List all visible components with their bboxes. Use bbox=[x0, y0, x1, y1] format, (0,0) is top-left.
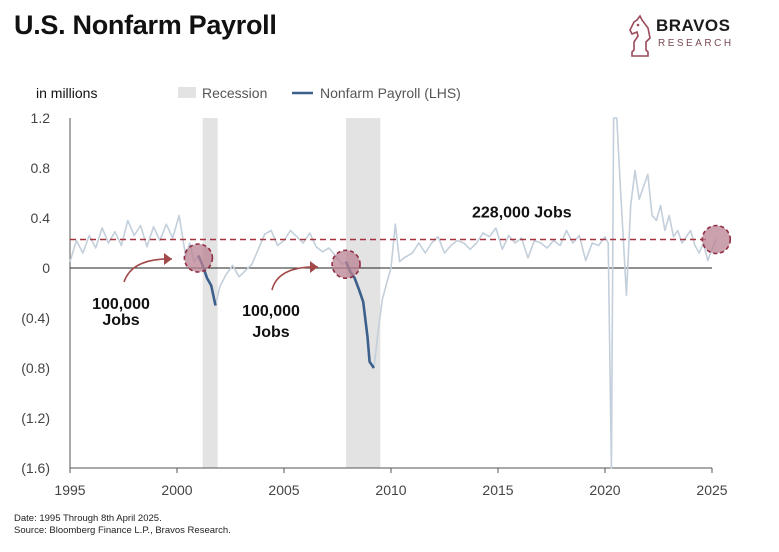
x-tick-label: 2020 bbox=[589, 482, 620, 498]
recession-band-1 bbox=[202, 118, 218, 468]
unit-label: in millions bbox=[36, 85, 97, 101]
footer: Date: 1995 Through 8th April 2025. Sourc… bbox=[14, 513, 231, 537]
knight-chess-piece-icon bbox=[629, 14, 651, 57]
x-tick-label: 2000 bbox=[161, 482, 192, 498]
y-tick-label: 0.4 bbox=[31, 210, 51, 226]
recession-band-2 bbox=[346, 118, 381, 468]
annotation-arrowhead bbox=[164, 253, 172, 265]
highlight-circle-2 bbox=[331, 249, 361, 280]
x-tick-label: 2010 bbox=[375, 482, 406, 498]
x-tick-label: 2025 bbox=[696, 482, 727, 498]
y-tick-label: 1.2 bbox=[31, 110, 51, 126]
annotation-label-line1: 100,000 bbox=[92, 296, 150, 313]
brand-name: BRAVOS bbox=[656, 16, 731, 35]
brand-subtitle: RESEARCH bbox=[658, 38, 734, 49]
x-tick-label: 1995 bbox=[54, 482, 85, 498]
annotation-label-line1: 100,000 bbox=[242, 303, 300, 320]
nonfarm-payroll-chart: in millions Recession Nonfarm Payroll (L… bbox=[21, 85, 732, 498]
chart-title: U.S. Nonfarm Payroll bbox=[14, 10, 277, 40]
source-note: Source: Bloomberg Finance L.P., Bravos R… bbox=[14, 525, 231, 536]
y-tick-label: (0.4) bbox=[21, 310, 50, 326]
legend-recession-swatch bbox=[178, 87, 196, 98]
y-tick-label: (1.6) bbox=[21, 460, 50, 476]
annotation-label-line2: Jobs bbox=[102, 312, 139, 329]
annotation-label-line2: Jobs bbox=[252, 324, 289, 341]
highlight-circle-1 bbox=[183, 243, 214, 273]
y-tick-label: (1.2) bbox=[21, 410, 50, 426]
legend-payroll-label: Nonfarm Payroll (LHS) bbox=[320, 85, 461, 101]
y-tick-label: 0.8 bbox=[31, 160, 51, 176]
x-tick-label: 2015 bbox=[482, 482, 513, 498]
date-note: Date: 1995 Through 8th April 2025. bbox=[14, 513, 162, 524]
brand-logo: BRAVOS RESEARCH bbox=[626, 12, 761, 62]
legend-recession-label: Recession bbox=[202, 85, 267, 101]
y-tick-label: (0.8) bbox=[21, 360, 50, 376]
y-tick-label: 0 bbox=[42, 260, 50, 276]
reference-line-label: 228,000 Jobs bbox=[472, 205, 572, 222]
payroll-context-line bbox=[69, 117, 718, 469]
highlight-circle-3 bbox=[701, 224, 732, 255]
annotation-arrowhead bbox=[310, 261, 318, 273]
x-tick-label: 2005 bbox=[268, 482, 299, 498]
